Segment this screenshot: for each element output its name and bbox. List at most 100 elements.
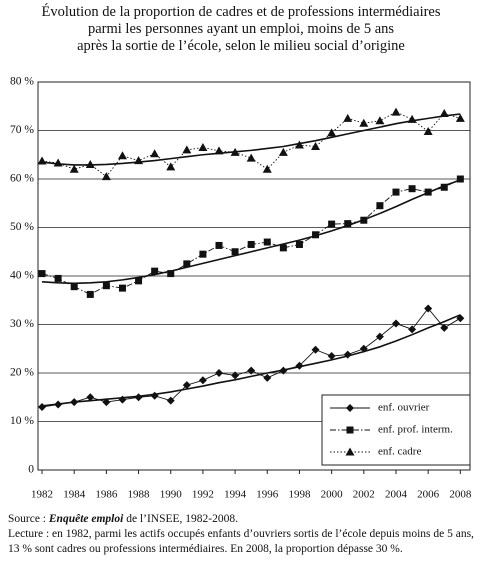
marker <box>230 147 240 156</box>
x-tick-label: 1988 <box>128 489 151 501</box>
notes: Source : Enquête emploi de l’INSEE, 1982… <box>8 512 478 557</box>
marker <box>118 395 127 404</box>
marker <box>408 325 417 334</box>
marker <box>198 376 207 385</box>
legend-label: enf. prof. interm. <box>378 424 453 436</box>
x-tick-label: 1994 <box>224 489 247 501</box>
marker <box>440 323 449 332</box>
marker <box>86 393 95 402</box>
marker <box>118 284 126 292</box>
marker <box>392 188 400 196</box>
marker <box>375 332 384 341</box>
source-label: Source : <box>8 513 47 525</box>
trend-line <box>41 179 461 285</box>
legend-marker <box>346 404 354 412</box>
marker <box>424 188 432 196</box>
marker <box>231 371 240 380</box>
marker <box>263 238 271 246</box>
chart: 0 10 % 20 % 30 % 40 % 50 % 60 % 70 % 80 % 1982 198… <box>10 76 472 501</box>
marker <box>247 240 255 248</box>
marker <box>343 113 353 122</box>
marker <box>407 114 417 123</box>
marker <box>294 140 304 149</box>
marker <box>343 350 352 359</box>
marker <box>408 185 416 193</box>
legend-marker <box>346 426 354 434</box>
trend-line <box>41 314 461 407</box>
x-tick-label: 1982 <box>31 489 53 501</box>
marker <box>102 398 111 407</box>
marker <box>295 361 304 370</box>
marker <box>312 231 320 239</box>
y-tick-label: 0 <box>28 464 34 476</box>
source-title: Enquête emploi <box>48 513 124 525</box>
marker <box>54 400 63 409</box>
marker <box>359 118 369 127</box>
marker <box>440 183 448 191</box>
marker <box>231 248 239 256</box>
y-tick-label: 80 % <box>10 76 34 88</box>
marker <box>214 146 224 155</box>
marker <box>376 202 384 210</box>
y-tick-label: 50 % <box>10 221 34 233</box>
x-tick-label: 1992 <box>192 489 214 501</box>
marker <box>344 220 352 228</box>
marker <box>360 216 368 224</box>
marker <box>182 145 192 154</box>
marker <box>134 156 144 165</box>
x-tick-label: 1996 <box>256 489 279 501</box>
marker <box>69 164 79 173</box>
marker <box>86 290 94 298</box>
marker <box>167 270 175 278</box>
marker <box>199 250 207 258</box>
legend-label: enf. cadre <box>378 446 421 458</box>
marker <box>278 147 288 156</box>
series-line <box>41 111 461 178</box>
marker <box>375 116 385 125</box>
y-tick-label: 70 % <box>10 124 34 136</box>
marker <box>150 149 160 158</box>
marker <box>279 244 287 252</box>
marker <box>439 109 449 118</box>
marker <box>424 304 433 313</box>
x-tick-label: 1986 <box>95 489 118 501</box>
x-tick-label: 1984 <box>63 489 86 501</box>
x-tick-label: 1990 <box>160 489 183 501</box>
marker <box>37 156 47 165</box>
legend-marker <box>345 447 355 456</box>
source: Source : Enquête emploi de l’INSEE, 1982… <box>8 512 478 527</box>
y-tick-label: 20 % <box>10 367 34 379</box>
x-tick-label: 2008 <box>449 489 472 501</box>
marker <box>391 107 401 116</box>
marker <box>102 282 110 290</box>
marker <box>38 402 47 411</box>
marker <box>135 277 143 285</box>
marker <box>247 366 256 375</box>
marker <box>101 172 111 181</box>
marker <box>327 352 336 361</box>
marker <box>54 274 62 282</box>
y-tick-label: 60 % <box>10 173 34 185</box>
marker <box>182 381 191 390</box>
source-rest: de l’INSEE, 1982-2008. <box>126 513 238 525</box>
marker <box>151 267 159 275</box>
marker <box>150 391 159 400</box>
title-line: parmi les personnes ayant un emploi, moi… <box>87 21 395 37</box>
marker <box>327 128 337 137</box>
marker <box>311 345 320 354</box>
marker <box>117 151 127 160</box>
legend-label: enf. ouvrier <box>378 402 430 414</box>
marker <box>70 283 78 291</box>
plot-frame <box>37 81 471 471</box>
marker <box>328 220 336 228</box>
marker <box>263 373 272 382</box>
y-tick-label: 10 % <box>10 415 34 427</box>
marker <box>262 164 272 173</box>
marker <box>423 126 433 135</box>
marker <box>391 319 400 328</box>
marker <box>215 369 224 377</box>
marker <box>134 393 143 402</box>
series-line <box>41 178 461 295</box>
trend-line <box>41 113 461 166</box>
